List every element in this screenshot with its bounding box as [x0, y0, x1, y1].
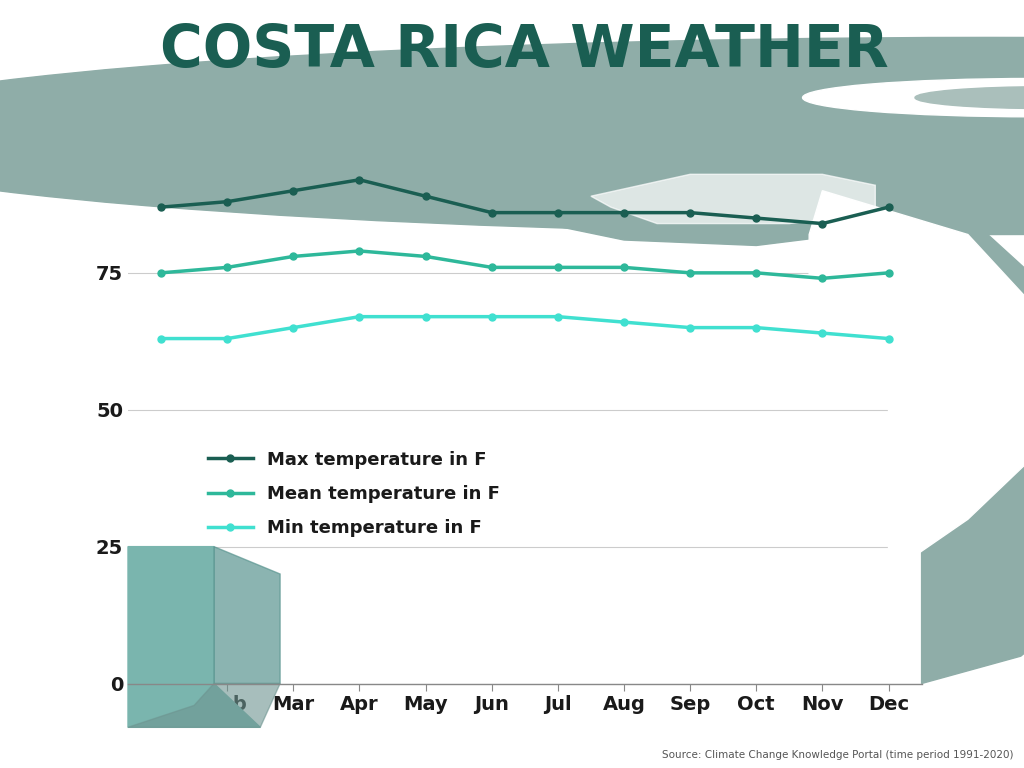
Line: Mean temperature in F: Mean temperature in F	[158, 247, 892, 282]
Polygon shape	[524, 152, 889, 246]
Max temperature in F	[353, 175, 366, 184]
Min temperature in F	[287, 323, 299, 333]
Mean temperature in F	[816, 273, 828, 283]
Min temperature in F	[485, 312, 498, 321]
Max temperature in F	[684, 208, 696, 217]
Max temperature in F	[552, 208, 564, 217]
Text: Source: Climate Change Knowledge Portal (time period 1991-2020): Source: Climate Change Knowledge Portal …	[663, 750, 1014, 760]
Min temperature in F	[221, 334, 233, 343]
Max temperature in F	[816, 219, 828, 228]
Min temperature in F	[353, 312, 366, 321]
Mean temperature in F	[883, 268, 895, 277]
Polygon shape	[809, 190, 1024, 574]
Min temperature in F	[751, 323, 763, 333]
Mean temperature in F	[353, 247, 366, 256]
Polygon shape	[128, 547, 260, 727]
Legend: Max temperature in F, Mean temperature in F, Min temperature in F: Max temperature in F, Mean temperature i…	[201, 443, 508, 545]
Line: Max temperature in F: Max temperature in F	[158, 177, 892, 227]
Min temperature in F	[684, 323, 696, 333]
Polygon shape	[214, 547, 281, 684]
Max temperature in F	[420, 191, 432, 200]
Polygon shape	[836, 164, 1024, 684]
Line: Min temperature in F: Min temperature in F	[158, 313, 892, 342]
Polygon shape	[591, 174, 876, 223]
Mean temperature in F	[420, 252, 432, 261]
Mean temperature in F	[287, 252, 299, 261]
Mean temperature in F	[684, 268, 696, 277]
Mean temperature in F	[485, 263, 498, 272]
Max temperature in F	[287, 186, 299, 195]
Min temperature in F	[816, 329, 828, 338]
Circle shape	[915, 87, 1024, 108]
Mean temperature in F	[617, 263, 630, 272]
Min temperature in F	[155, 334, 167, 343]
Mean temperature in F	[155, 268, 167, 277]
Min temperature in F	[420, 312, 432, 321]
Max temperature in F	[883, 203, 895, 212]
Mean temperature in F	[221, 263, 233, 272]
Max temperature in F	[751, 214, 763, 223]
Title: COSTA RICA WEATHER: COSTA RICA WEATHER	[161, 22, 889, 79]
Mean temperature in F	[552, 263, 564, 272]
Polygon shape	[128, 684, 281, 727]
Circle shape	[0, 38, 1024, 234]
Mean temperature in F	[751, 268, 763, 277]
Max temperature in F	[155, 203, 167, 212]
Max temperature in F	[617, 208, 630, 217]
Max temperature in F	[221, 197, 233, 207]
Min temperature in F	[552, 312, 564, 321]
Max temperature in F	[485, 208, 498, 217]
Min temperature in F	[883, 334, 895, 343]
Min temperature in F	[617, 317, 630, 326]
Circle shape	[803, 78, 1024, 117]
